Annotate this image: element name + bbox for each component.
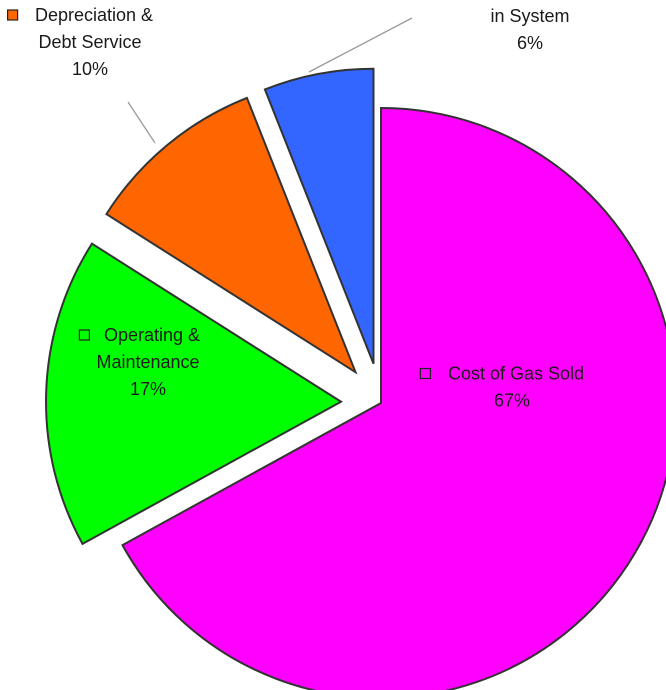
slice-label-text: Debt Service <box>38 32 141 52</box>
slice-label-text: in System <box>490 6 569 26</box>
legend-marker <box>6 9 19 21</box>
slice-value-label: 67% <box>494 391 530 411</box>
pie-slices <box>45 67 666 690</box>
legend-marker <box>78 329 91 341</box>
slice-label: Cost of Gas Sold 67% <box>419 364 584 411</box>
slice-label: Depreciation & Debt Service 10% <box>6 5 153 79</box>
slice-label: Operating & Maintenance 17% <box>78 325 200 399</box>
slice-label-text: Operating & <box>104 325 200 345</box>
leader-line <box>308 17 413 73</box>
slice-labels: Cost of Gas Sold 67% Operating & Maintenanc… <box>6 5 584 411</box>
pie-slice <box>121 106 666 690</box>
pie-slice <box>263 67 375 365</box>
slice-value-label: 6% <box>517 33 543 53</box>
slice-label-text: Depreciation & <box>35 5 153 25</box>
legend-marker <box>419 367 431 380</box>
pie-slice <box>105 96 358 375</box>
leader-line <box>127 101 156 144</box>
slice-value-label: 17% <box>130 379 166 399</box>
leader-lines <box>127 17 413 144</box>
slice-label-text: Maintenance <box>96 352 199 372</box>
slice-label-text: Cost of Gas Sold <box>448 364 584 384</box>
pie-slice <box>45 242 343 546</box>
slice-value-label: 10% <box>72 59 108 79</box>
